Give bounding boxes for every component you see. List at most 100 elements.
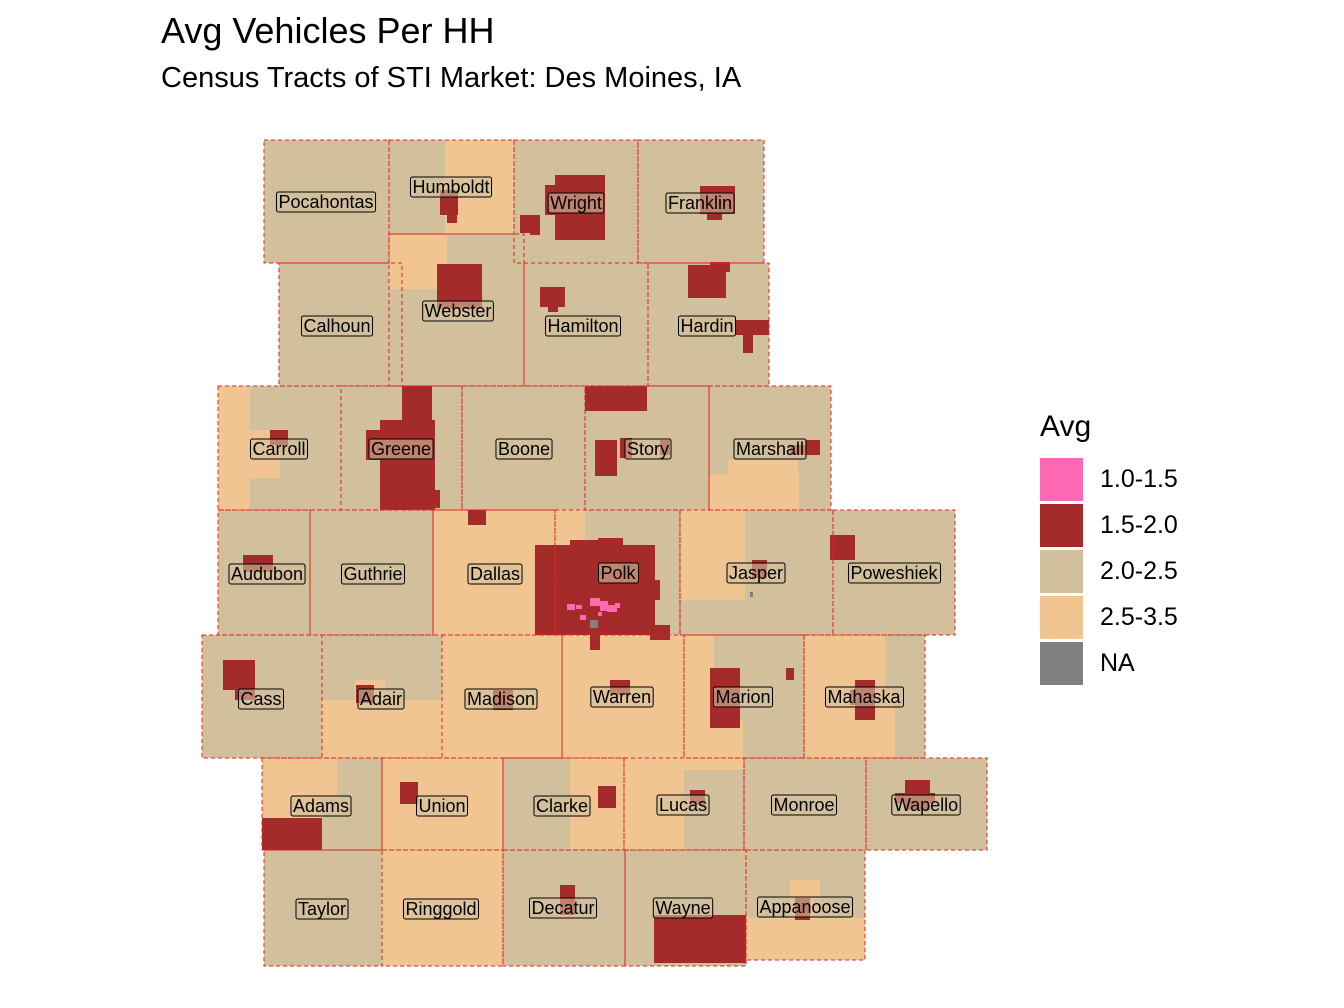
tract-1.5-2.0 xyxy=(786,668,794,680)
county-label-text: Taylor xyxy=(298,899,346,919)
county-label-wayne: Wayne xyxy=(652,897,714,919)
county-label-humboldt: Humboldt xyxy=(409,176,493,198)
county-label-text: Polk xyxy=(600,563,636,583)
county-border xyxy=(388,139,515,235)
county-label-box xyxy=(847,562,942,584)
county-label-text: Audubon xyxy=(231,564,303,584)
county-label-text: Carroll xyxy=(252,439,305,459)
tract-1.5-2.0 xyxy=(830,535,855,560)
county-borders xyxy=(201,139,988,967)
county-label-box xyxy=(652,897,714,919)
tract-1.0-1.5 xyxy=(580,615,586,620)
county-label-text: Boone xyxy=(498,439,550,459)
county-label-lucas: Lucas xyxy=(656,794,710,816)
tract-1.5-2.0 xyxy=(650,625,670,640)
tract-1.5-2.0 xyxy=(595,440,617,476)
county-label-decatur: Decatur xyxy=(528,897,598,919)
tract-na xyxy=(590,620,598,628)
county-label-hamilton: Hamilton xyxy=(544,315,622,337)
county-label-text: Marshall xyxy=(736,439,804,459)
county-label-calhoun: Calhoun xyxy=(300,315,374,337)
county-label-text: Clarke xyxy=(536,796,588,816)
county-border xyxy=(561,634,685,759)
tract-1.5-2.0 xyxy=(452,270,482,305)
tract-patch xyxy=(322,758,337,798)
county-label-box xyxy=(464,688,538,710)
county-label-box xyxy=(290,795,352,817)
tract-1.0-1.5 xyxy=(598,612,602,616)
legend-item: 2.0-2.5 xyxy=(1040,548,1178,594)
county-label-text: Wapello xyxy=(894,795,958,815)
county-label-box xyxy=(677,315,737,337)
county-label-text: Ringgold xyxy=(405,899,476,919)
county-label-jasper: Jasper xyxy=(726,562,786,584)
legend: Avg 1.0-1.5 1.5-2.0 2.0-2.5 2.5-3.5 NA xyxy=(1040,410,1178,686)
county-label-box xyxy=(824,686,905,708)
county-label-text: Decatur xyxy=(531,898,594,918)
county-label-ringgold: Ringgold xyxy=(402,898,480,920)
county-label-text: Cass xyxy=(240,689,281,709)
legend-swatch xyxy=(1040,549,1083,593)
legend-swatch xyxy=(1040,595,1083,639)
county-label-text: Union xyxy=(418,796,465,816)
county-label-text: Wright xyxy=(550,193,602,213)
county-label-box xyxy=(891,794,961,816)
tract-1.5-2.0 xyxy=(707,210,722,220)
county-label-box xyxy=(495,438,553,460)
county-label-polk: Polk xyxy=(597,562,640,584)
county-label-greene: Greene xyxy=(368,438,434,460)
county-label-text: Hamilton xyxy=(547,316,618,336)
tract-1.0-1.5 xyxy=(607,605,617,612)
map-title: Avg Vehicles Per HH xyxy=(161,10,495,51)
county-labels: Pocahontas Humboldt Wright Franklin Calhoun W… xyxy=(228,176,961,920)
county-border xyxy=(217,509,311,636)
tract-1.5-2.0 xyxy=(540,287,565,307)
county-border xyxy=(832,509,956,636)
tract-1.0-1.5 xyxy=(567,604,575,610)
county-label-taylor: Taylor xyxy=(295,898,349,920)
legend-swatch xyxy=(1040,641,1083,685)
tract-1.5-2.0 xyxy=(447,205,457,223)
county-label-marshall: Marshall xyxy=(733,438,807,460)
county-border xyxy=(381,757,504,851)
county-label-madison: Madison xyxy=(464,688,538,710)
tract-1.5-2.0 xyxy=(735,320,769,335)
legend-items: 1.0-1.5 1.5-2.0 2.0-2.5 2.5-3.5 NA xyxy=(1040,456,1178,686)
county-label-text: Mahaska xyxy=(827,687,901,707)
county-label-box xyxy=(624,438,672,460)
county-label-text: Monroe xyxy=(773,795,834,815)
tract-1.5-2.0 xyxy=(380,420,435,510)
county-label-text: Jasper xyxy=(729,563,783,583)
legend-label: 1.5-2.0 xyxy=(1100,510,1178,539)
legend-swatch xyxy=(1040,503,1083,547)
county-label-poweshiek: Poweshiek xyxy=(847,562,942,584)
legend-title: Avg xyxy=(1040,410,1092,443)
county-border xyxy=(865,757,988,851)
county-label-text: Greene xyxy=(371,439,431,459)
county-label-box xyxy=(275,191,377,213)
county-border xyxy=(708,385,832,511)
legend-label: 1.0-1.5 xyxy=(1100,464,1178,493)
county-label-clarke: Clarke xyxy=(533,795,591,817)
county-label-wapello: Wapello xyxy=(891,794,961,816)
legend-item: 2.5-3.5 xyxy=(1040,594,1178,640)
county-label-appanoose: Appanoose xyxy=(756,896,854,918)
county-label-text: Story xyxy=(627,439,669,459)
county-label-box xyxy=(770,794,838,816)
county-border xyxy=(502,757,625,851)
county-label-text: Madison xyxy=(467,689,535,709)
county-label-story: Story xyxy=(624,438,672,460)
county-label-hardin: Hardin xyxy=(677,315,737,337)
county-label-text: Dallas xyxy=(470,564,520,584)
tract-1.5-2.0 xyxy=(400,782,418,804)
county-border xyxy=(679,509,834,636)
county-label-box xyxy=(422,300,494,322)
tract-1.5-2.0 xyxy=(710,262,730,272)
county-label-box xyxy=(249,438,309,460)
legend-item: 1.0-1.5 xyxy=(1040,456,1178,502)
county-label-text: Marion xyxy=(715,687,770,707)
county-label-mahaska: Mahaska xyxy=(824,686,905,708)
county-label-box xyxy=(300,315,374,337)
tract-na xyxy=(750,592,753,597)
tract-1.0-1.5 xyxy=(615,603,620,608)
